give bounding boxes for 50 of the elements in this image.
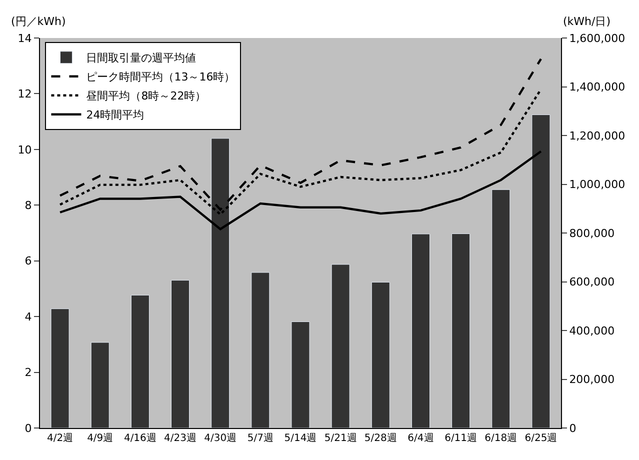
x-tick-label: 4/16週 [124, 433, 156, 444]
bar [50, 308, 70, 428]
bar [211, 138, 230, 428]
x-tick-label: 6/25週 [524, 433, 558, 444]
legend-label: 昼間平均（8時～22時） [86, 90, 206, 103]
y-tick-label: 2 [24, 366, 32, 380]
legend-label: ピーク時間平均（13～16時） [86, 70, 236, 84]
bar [291, 321, 310, 428]
y2-tick-label: 1,600,000 [569, 32, 626, 45]
y-tick-label: 4 [24, 310, 32, 324]
bar [130, 294, 150, 428]
bar [251, 272, 270, 428]
legend-label: 24時間平均 [86, 108, 144, 122]
x-tick-label: 4/2週 [46, 433, 74, 444]
x-tick-label: 6/11週 [444, 433, 478, 444]
bar [90, 342, 110, 428]
y-tick-label: 12 [18, 88, 32, 101]
x-tick-label: 5/28週 [364, 433, 397, 444]
y-tick-label: 0 [24, 422, 32, 435]
x-tick-label: 6/4週 [408, 433, 434, 444]
x-tick-label: 5/7週 [247, 433, 274, 444]
x-tick-label: 4/23週 [164, 433, 197, 444]
y2-tick-label: 800,000 [569, 226, 615, 240]
bar [532, 114, 550, 428]
y2-tick-label: 1,400,000 [569, 80, 626, 94]
y2-tick-label: 200,000 [569, 373, 615, 386]
bar [492, 189, 510, 428]
y2-tick-label: 0 [569, 422, 576, 435]
x-tick-label: 5/14週 [284, 433, 317, 444]
line-series [58, 150, 542, 230]
y2-axis-title: (kWh/日) [563, 15, 611, 28]
bar [171, 280, 190, 428]
y2-tick-label: 600,000 [569, 276, 615, 289]
x-tick-label: 6/18週 [484, 433, 518, 444]
y-tick-label: 10 [18, 143, 32, 156]
legend-label: 日間取引量の週平均値 [86, 52, 196, 65]
x-tick-label: 4/9週 [87, 433, 114, 444]
y-axis-title: (円／kWh) [11, 15, 66, 28]
y-tick-label: 14 [18, 32, 32, 45]
x-tick-label: 5/21週 [324, 433, 357, 444]
y2-tick-label: 400,000 [569, 324, 615, 338]
bar [411, 234, 430, 428]
bar [452, 233, 470, 428]
y2-tick-label: 1,000,000 [569, 178, 626, 192]
y-tick-label: 6 [24, 254, 32, 268]
y-tick-label: 8 [24, 198, 32, 212]
y2-tick-label: 1,200,000 [569, 129, 626, 142]
x-tick-label: 4/30週 [204, 433, 237, 444]
bar [331, 264, 350, 428]
bar [371, 282, 390, 428]
